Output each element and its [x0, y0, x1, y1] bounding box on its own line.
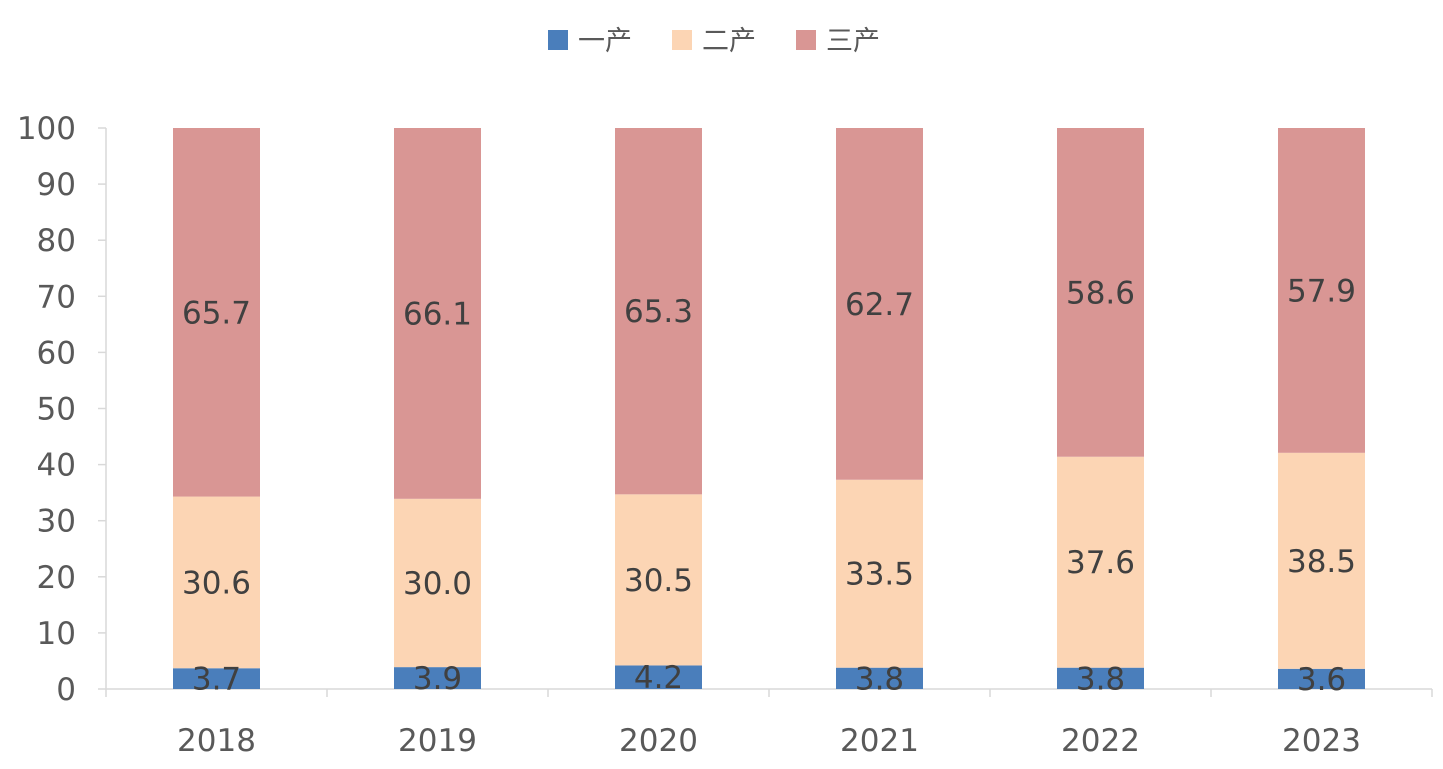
data-label: 33.5 — [845, 557, 914, 593]
bar-segment — [615, 128, 702, 495]
bar-segment — [173, 668, 260, 689]
y-tick-label: 100 — [17, 111, 76, 147]
bar-segment — [1278, 668, 1365, 689]
data-label: 3.8 — [855, 661, 904, 697]
data-label: 30.0 — [403, 566, 472, 602]
bar-segment — [394, 667, 481, 689]
y-tick-label: 20 — [37, 560, 76, 596]
legend-label: 一产 — [578, 26, 632, 57]
bar-segment — [173, 128, 260, 497]
bar-segment — [394, 128, 481, 499]
bar-segment — [836, 128, 923, 480]
y-tick-label: 10 — [37, 616, 76, 652]
data-label: 58.6 — [1066, 275, 1135, 311]
data-label: 30.6 — [182, 565, 251, 601]
bar-segment — [394, 498, 481, 668]
data-label: 3.9 — [413, 661, 462, 697]
bar-segment — [836, 667, 923, 689]
legend: 一产 二产 三产 — [548, 26, 880, 57]
y-tick-label: 30 — [37, 504, 76, 540]
legend-label: 三产 — [826, 26, 880, 57]
x-tick-label: 2018 — [177, 723, 256, 759]
data-label: 37.6 — [1066, 545, 1135, 581]
bar-segment — [173, 496, 260, 669]
x-tick-label: 2023 — [1282, 723, 1361, 759]
axes: 0 10 20 30 40 50 60 70 80 90 100 2018 2019 2020 2021 20… — [17, 111, 1433, 759]
data-labels: 3.7 30.6 65.7 3.9 30.0 66.1 4.2 30.5 65.3 3.8 33.5… — [182, 273, 1356, 697]
bar-segment — [615, 665, 702, 689]
data-label: 62.7 — [845, 287, 914, 323]
legend-swatch — [672, 30, 692, 50]
y-tick-label: 70 — [37, 279, 76, 315]
bar-segment — [1278, 452, 1365, 669]
bar-segment — [1057, 456, 1144, 668]
data-label: 66.1 — [403, 296, 472, 332]
bar-segment — [1057, 128, 1144, 457]
data-label: 57.9 — [1287, 273, 1356, 309]
data-label: 38.5 — [1287, 544, 1356, 580]
bar-segment — [1278, 128, 1365, 453]
x-tick-label: 2022 — [1061, 723, 1140, 759]
legend-swatch — [796, 30, 816, 50]
data-label: 65.3 — [624, 294, 693, 330]
x-tick-label: 2021 — [840, 723, 919, 759]
x-tick-label: 2020 — [619, 723, 698, 759]
legend-swatch — [548, 30, 568, 50]
data-label: 3.7 — [192, 662, 241, 698]
y-tick-label: 0 — [56, 672, 76, 708]
bars — [173, 128, 1365, 689]
y-tick-label: 80 — [37, 223, 76, 259]
x-tick-label: 2019 — [398, 723, 477, 759]
data-label: 30.5 — [624, 563, 693, 599]
y-tick-label: 40 — [37, 448, 76, 484]
bar-segment — [615, 494, 702, 666]
y-tick-label: 90 — [37, 167, 76, 203]
bar-segment — [1057, 667, 1144, 689]
bar-segment — [836, 479, 923, 668]
y-tick-label: 60 — [37, 335, 76, 371]
data-label: 4.2 — [634, 660, 683, 696]
legend-label: 二产 — [702, 26, 756, 57]
data-label: 65.7 — [182, 295, 251, 331]
data-label: 3.8 — [1076, 661, 1125, 697]
data-label: 3.6 — [1297, 662, 1346, 698]
y-tick-label: 50 — [37, 392, 76, 428]
